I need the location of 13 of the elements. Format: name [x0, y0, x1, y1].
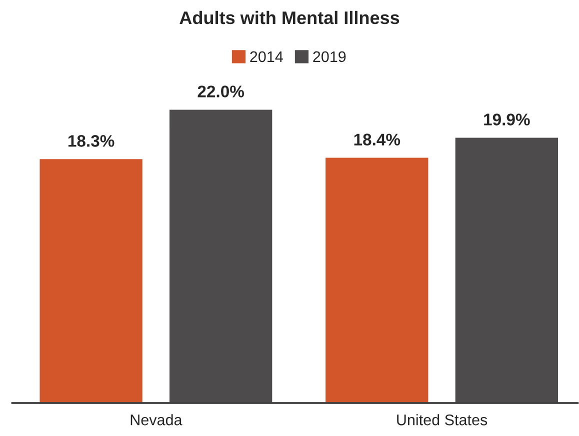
data-label: 18.3%: [68, 135, 114, 147]
data-label: 22.0%: [198, 86, 244, 98]
x-tick-label: Nevada: [130, 414, 182, 426]
data-label: 19.9%: [484, 114, 530, 126]
legend-label: 2014: [250, 51, 283, 62]
chart-title: Adults with Mental Illness: [180, 10, 400, 24]
bar: [324, 156, 430, 403]
x-tick-label: United States: [397, 414, 488, 426]
bar: [38, 158, 144, 403]
legend-label: 2019: [313, 51, 346, 62]
data-label: 18.4%: [354, 134, 400, 146]
bar: [454, 136, 560, 403]
bar: [168, 108, 274, 403]
